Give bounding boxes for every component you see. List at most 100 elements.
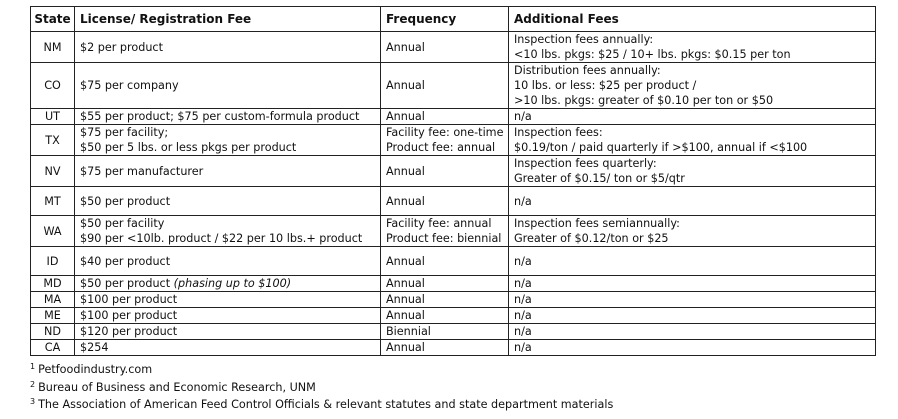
cell-frequency: Facility fee: annual Product fee: biennia…: [380, 215, 509, 247]
cell-frequency-text: Annual: [386, 293, 425, 306]
cell-additional-fees-line: >10 lbs. pkgs: greater of $0.10 per ton …: [514, 93, 870, 108]
cell-frequency-line: Annual: [386, 109, 503, 124]
cell-frequency: Annual: [380, 31, 509, 63]
fee-note: (phasing up to $100): [173, 277, 292, 290]
cell-additional-fees-line: n/a: [514, 324, 870, 339]
cell-state: WA: [30, 215, 75, 247]
footnote-mark: 3: [30, 397, 36, 406]
cell-fee-line: $2 per product: [80, 40, 375, 55]
cell-additional-fees-line: Greater of $0.12/ton or $25: [514, 231, 870, 246]
cell-additional-fees: Inspection fees: $0.19/ton / paid quarter…: [508, 124, 876, 156]
cell-frequency: Annual: [380, 108, 509, 125]
cell-additional-fees-text: $0.19/ton / paid quarterly if >$100, ann…: [514, 141, 808, 154]
cell-additional-fees-text: Greater of $0.12/ton or $25: [514, 232, 669, 245]
cell-state: MT: [30, 186, 75, 216]
cell-frequency-line: Annual: [386, 40, 503, 55]
cell-additional-fees-line: Distribution fees annually:: [514, 63, 870, 78]
cell-additional-fees-text: Inspection fees annually:: [514, 33, 654, 46]
cell-additional-fees: Distribution fees annually: 10 lbs. or le…: [508, 62, 876, 109]
footnote: 2 Bureau of Business and Economic Researc…: [30, 378, 876, 396]
table-row: ID $40 per product Annual n/a: [30, 246, 876, 276]
cell-fee: $2 per product: [74, 31, 381, 63]
cell-fee: $40 per product: [74, 246, 381, 276]
cell-additional-fees: n/a: [508, 246, 876, 276]
cell-additional-fees: Inspection fees annually: <10 lbs. pkgs: …: [508, 31, 876, 63]
table-row: MT $50 per product Annual n/a: [30, 186, 876, 216]
cell-fee: $75 per facility; $50 per 5 lbs. or less …: [74, 124, 381, 156]
cell-fee-text: $100 per product: [80, 293, 178, 306]
cell-fee-line: $50 per product: [80, 194, 375, 209]
cell-frequency: Annual: [380, 307, 509, 324]
cell-frequency-line: Annual: [386, 276, 503, 291]
cell-fee: $50 per product: [74, 186, 381, 216]
cell-additional-fees: n/a: [508, 307, 876, 324]
cell-fee: $75 per company: [74, 62, 381, 109]
cell-additional-fees-text: Distribution fees annually:: [514, 64, 661, 77]
table-row: MD $50 per product (phasing up to $100) An…: [30, 275, 876, 292]
header-frequency: Frequency: [380, 6, 509, 32]
cell-state: MA: [30, 291, 75, 308]
footnote: 3 The Association of American Feed Contro…: [30, 395, 876, 413]
cell-frequency-text: Biennial: [386, 325, 431, 338]
cell-additional-fees-text: <10 lbs. pkgs: $25 / 10+ lbs. pkgs: $0.1…: [514, 48, 791, 61]
cell-frequency-text: Product fee: biennial: [386, 232, 502, 245]
cell-fee-text: $75 per company: [80, 79, 179, 92]
cell-frequency-text: Annual: [386, 341, 425, 354]
cell-fee-text: $40 per product: [80, 254, 171, 268]
cell-frequency-line: Annual: [386, 308, 503, 323]
fee-table-container: State License/ Registration Fee Frequenc…: [30, 6, 876, 413]
cell-fee: $254: [74, 339, 381, 356]
cell-fee-text: $90 per <10lb. product / $22 per 10 lbs.…: [80, 232, 363, 245]
cell-frequency: Annual: [380, 275, 509, 292]
cell-state: MD: [30, 275, 75, 292]
cell-additional-fees-text: n/a: [514, 309, 532, 322]
table-row: MA $100 per product Annual n/a: [30, 291, 876, 308]
cell-fee-text: $100 per product: [80, 309, 178, 322]
cell-frequency: Annual: [380, 186, 509, 216]
cell-additional-fees-line: Inspection fees quarterly:: [514, 156, 870, 171]
cell-additional-fees-text: 10 lbs. or less: $25 per product /: [514, 79, 697, 92]
table-row: ND $120 per product Biennial n/a: [30, 323, 876, 340]
cell-frequency-text: Annual: [386, 309, 425, 322]
cell-additional-fees-text: n/a: [514, 254, 532, 268]
footnote-text: Bureau of Business and Economic Research…: [38, 380, 316, 394]
cell-additional-fees-text: Inspection fees quarterly:: [514, 157, 657, 170]
cell-state: ND: [30, 323, 75, 340]
cell-additional-fees-text: >10 lbs. pkgs: greater of $0.10 per ton …: [514, 94, 774, 107]
cell-fee-text: $120 per product: [80, 325, 178, 338]
table-header-row: State License/ Registration Fee Frequenc…: [30, 6, 876, 32]
cell-frequency: Annual: [380, 291, 509, 308]
cell-frequency-line: Annual: [386, 340, 503, 355]
cell-additional-fees-line: n/a: [514, 194, 870, 209]
cell-state: CO: [30, 62, 75, 109]
cell-fee-text: $75 per facility;: [80, 126, 169, 139]
table-row: WA $50 per facility $90 per <10lb. product…: [30, 215, 876, 247]
cell-fee-text: $254: [80, 341, 109, 354]
cell-frequency-line: Product fee: annual: [386, 140, 503, 155]
cell-frequency-line: Annual: [386, 254, 503, 269]
cell-fee-line: $75 per company: [80, 78, 375, 93]
cell-additional-fees-text: n/a: [514, 277, 532, 290]
cell-frequency-line: Facility fee: one-time: [386, 125, 503, 140]
cell-fee-line: $50 per 5 lbs. or less pkgs per product: [80, 140, 375, 155]
cell-frequency: Facility fee: one-time Product fee: annua…: [380, 124, 509, 156]
cell-fee: $75 per manufacturer: [74, 155, 381, 187]
cell-additional-fees-line: <10 lbs. pkgs: $25 / 10+ lbs. pkgs: $0.1…: [514, 47, 870, 62]
cell-state: ME: [30, 307, 75, 324]
cell-fee: $55 per product; $75 per custom-formula …: [74, 108, 381, 125]
cell-fee-line: $40 per product: [80, 254, 375, 269]
footnote-mark: 2: [30, 379, 36, 389]
cell-fee-text: $50 per product: [80, 277, 171, 290]
cell-additional-fees-text: Inspection fees:: [514, 126, 603, 139]
cell-frequency: Annual: [380, 62, 509, 109]
cell-additional-fees-line: Greater of $0.15/ ton or $5/qtr: [514, 171, 870, 186]
cell-additional-fees-text: n/a: [514, 341, 532, 354]
cell-fee-text: $2 per product: [80, 40, 163, 54]
cell-frequency: Annual: [380, 246, 509, 276]
cell-fee: $50 per facility $90 per <10lb. product /…: [74, 215, 381, 247]
cell-fee: $100 per product: [74, 307, 381, 324]
cell-fee-text: $55 per product; $75 per custom-formula …: [80, 110, 360, 123]
cell-frequency-text: Annual: [386, 164, 425, 178]
cell-fee-line: $100 per product: [80, 308, 375, 323]
cell-frequency-line: Annual: [386, 78, 503, 93]
